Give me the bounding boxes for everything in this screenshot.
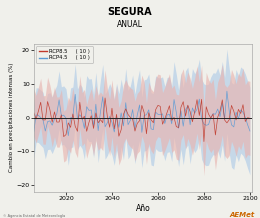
Text: © Agencia Estatal de Meteorología: © Agencia Estatal de Meteorología [3,214,65,218]
X-axis label: Año: Año [136,204,150,213]
Text: AEMet: AEMet [230,212,255,218]
Legend: RCP8.5     ( 10 ), RCP4.5     ( 10 ): RCP8.5 ( 10 ), RCP4.5 ( 10 ) [36,46,93,63]
Y-axis label: Cambio en precipitaciones intensas (%): Cambio en precipitaciones intensas (%) [9,63,14,172]
Text: ANUAL: ANUAL [117,20,143,29]
Text: SEGURA: SEGURA [108,7,152,17]
